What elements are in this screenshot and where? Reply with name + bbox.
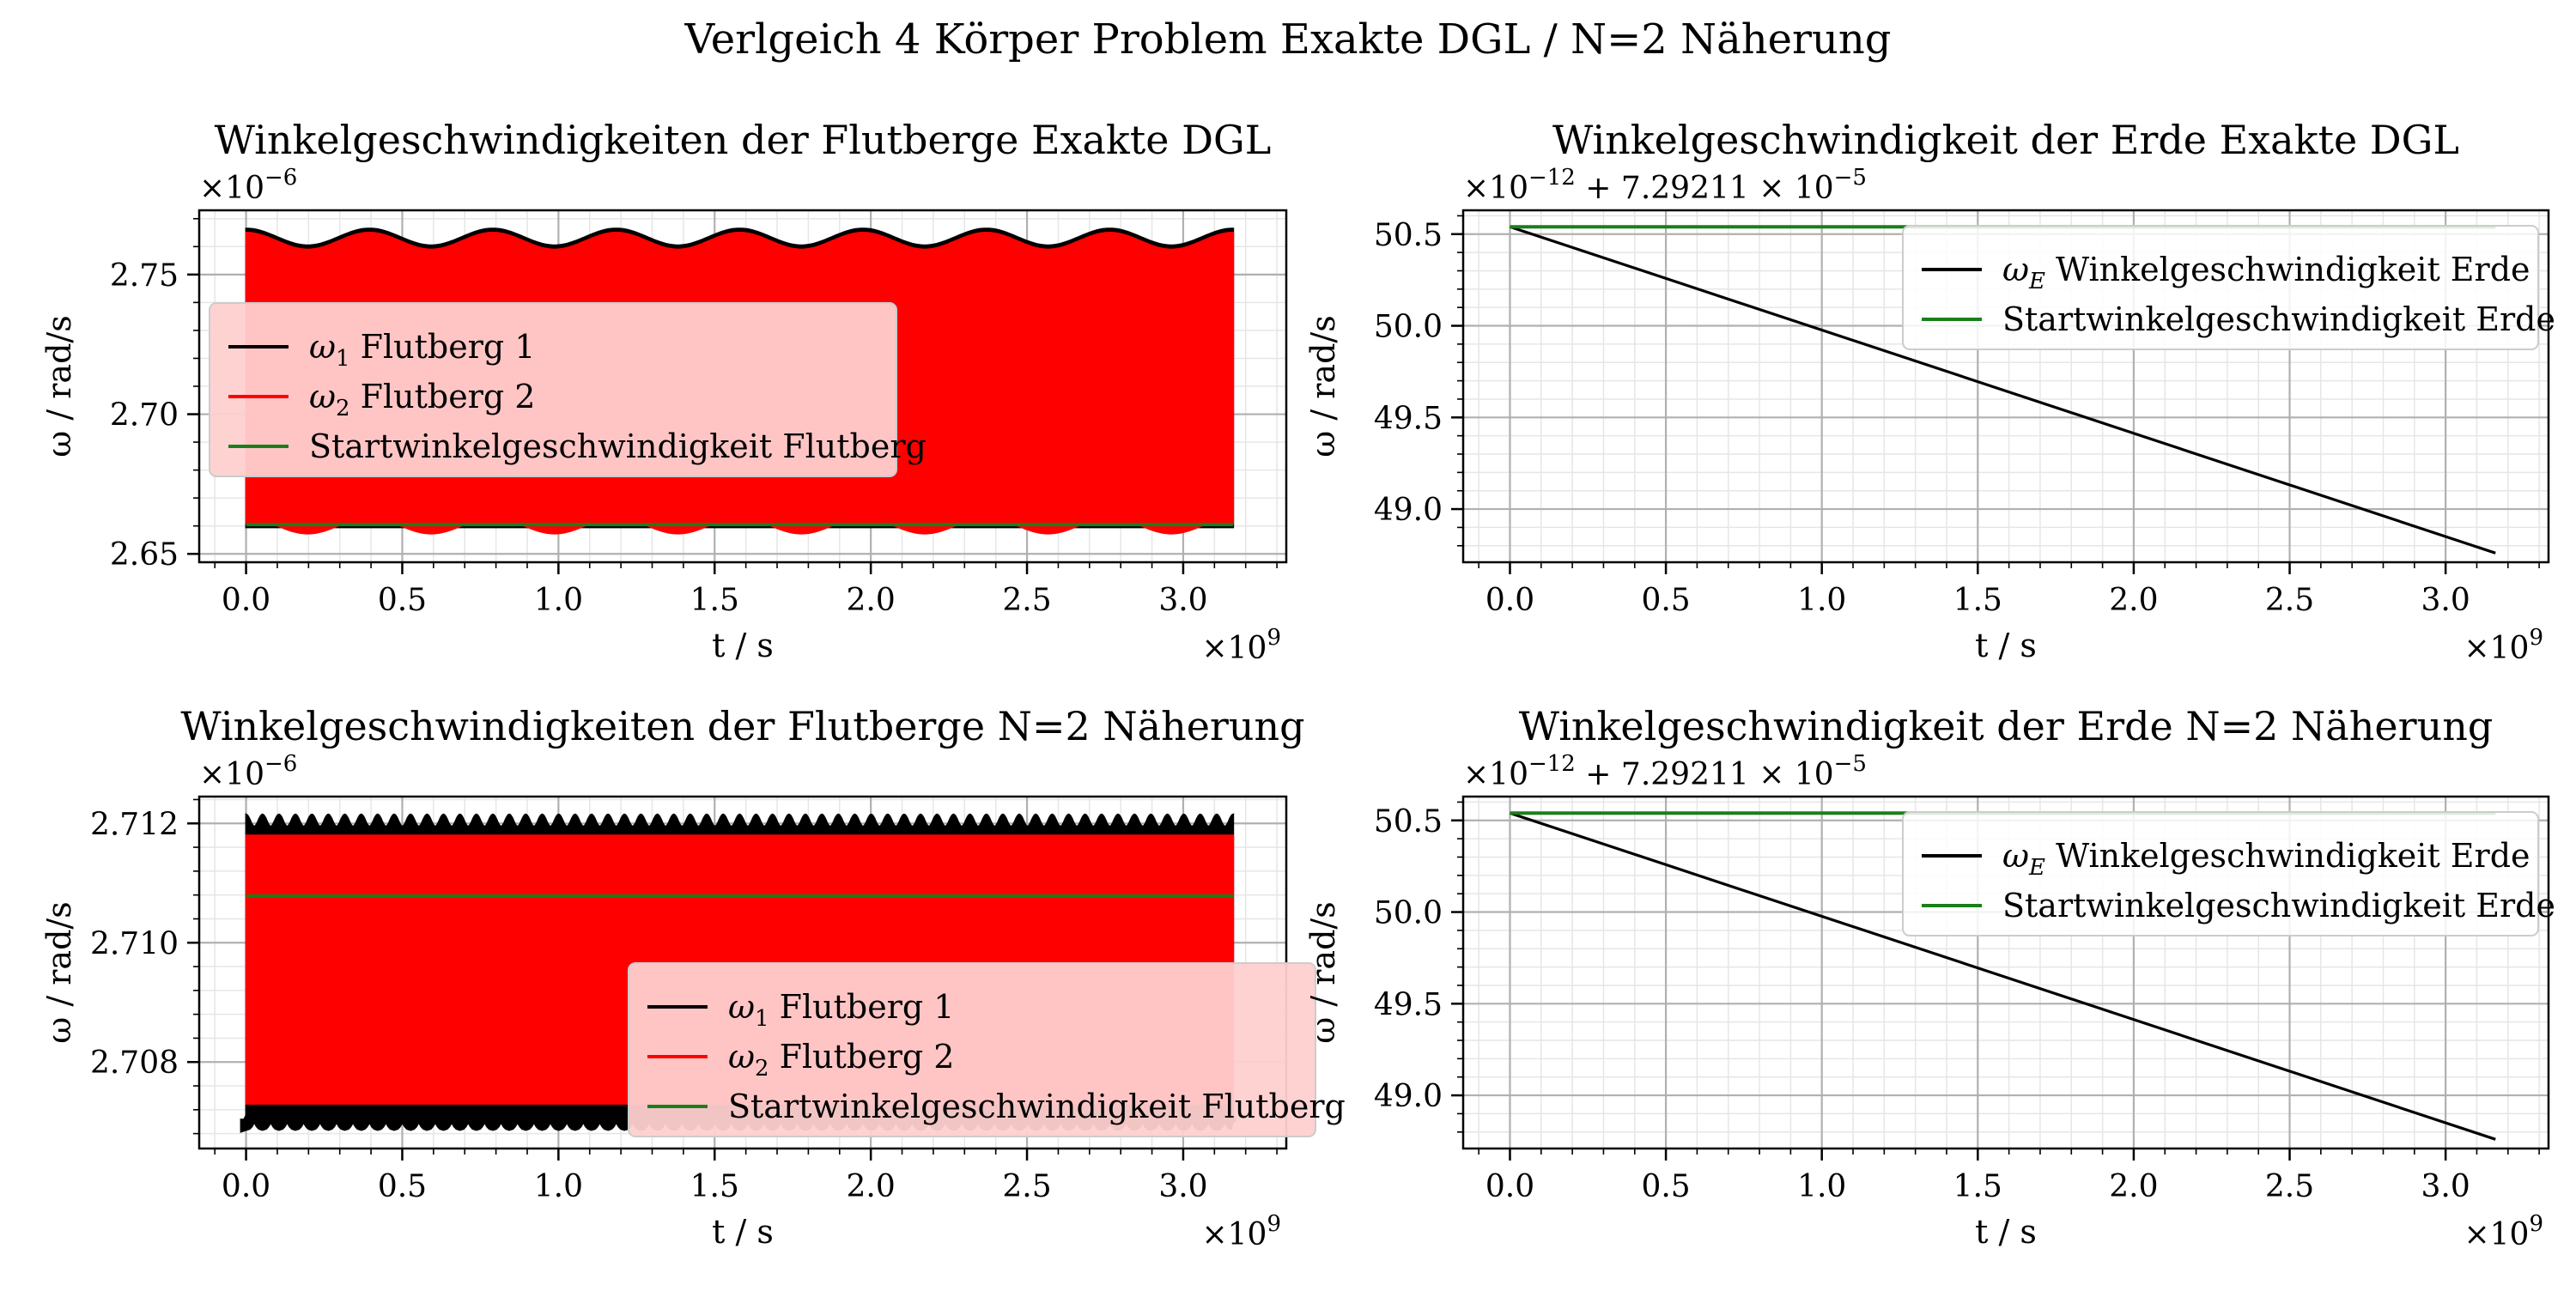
axes-frame — [1461, 209, 2550, 564]
y-tick-label: 49.0 — [1374, 493, 1443, 528]
legend-box — [628, 962, 1316, 1137]
y-tick-label: 50.0 — [1374, 896, 1443, 931]
legend-entry: ω1 Flutberg 1 — [309, 328, 535, 372]
x-tick-label: 3.0 — [2421, 583, 2470, 618]
y-tick-label: 49.5 — [1374, 987, 1443, 1022]
y-axis-label: ω / rad/s — [40, 315, 78, 457]
x-tick-label: 0.0 — [1485, 583, 1534, 618]
legend-entry: Startwinkelgeschwindigkeit Flutberg — [728, 1088, 1346, 1125]
x-tick-label: 1.0 — [1797, 1169, 1846, 1204]
subplot-p2: Winkelgeschwindigkeit der Erde Exakte DG… — [1304, 117, 2555, 666]
x-axis-multiplier: ×109 — [2464, 1211, 2543, 1252]
x-tick-label: 0.5 — [378, 1169, 427, 1204]
y-axis-label: ω / rad/s — [1304, 315, 1342, 457]
y-tick-label: 2.70 — [110, 398, 179, 433]
y-tick-label: 49.0 — [1374, 1079, 1443, 1114]
x-tick-label: 2.5 — [2265, 1169, 2314, 1204]
x-tick-label: 2.0 — [2109, 1169, 2158, 1204]
x-tick-label: 0.0 — [222, 583, 270, 618]
legend-box — [209, 302, 897, 477]
x-axis-multiplier: ×109 — [2464, 625, 2543, 666]
subplot-p4: Winkelgeschwindigkeit der Erde N=2 Näher… — [1304, 703, 2555, 1252]
y-axis-offset: ×10−12 + 7.29211 × 10−5 — [1463, 751, 1867, 792]
x-axis-label: t / s — [712, 1213, 774, 1251]
subplot-p1: Winkelgeschwindigkeiten der Flutberge Ex… — [40, 117, 1288, 666]
y-tick-label: 2.712 — [90, 807, 179, 842]
x-tick-label: 0.5 — [378, 583, 427, 618]
legend-box — [1902, 811, 2539, 936]
figure-title: Verlgeich 4 Körper Problem Exakte DGL / … — [684, 15, 1892, 64]
y-axis-offset: ×10−12 + 7.29211 × 10−5 — [1463, 165, 1867, 206]
legend-entry: Startwinkelgeschwindigkeit Erde — [2002, 300, 2555, 338]
legend: ωE Winkelgeschwindigkeit Erde Startwinkel… — [1902, 225, 2555, 350]
y-tick-label: 2.710 — [90, 926, 179, 961]
subplot-title: Winkelgeschwindigkeiten der Flutberge Ex… — [215, 117, 1272, 163]
y-tick-label: 50.5 — [1374, 218, 1443, 253]
legend: ω1 Flutberg 1 ω2 Flutberg 2 Startwinkelges… — [628, 962, 1346, 1137]
x-tick-label: 3.0 — [2421, 1169, 2470, 1204]
legend-entry: ωE Winkelgeschwindigkeit Erde — [2002, 837, 2530, 881]
x-tick-label: 2.0 — [847, 1169, 896, 1204]
axes-frame — [1461, 795, 2550, 1150]
x-tick-label: 1.5 — [1953, 1169, 2002, 1204]
x-tick-label: 2.5 — [1002, 1169, 1051, 1204]
series-omega-e-line — [1509, 811, 2496, 1141]
x-tick-label: 1.5 — [690, 583, 739, 618]
x-tick-label: 1.5 — [690, 1169, 739, 1204]
subplot-title: Winkelgeschwindigkeit der Erde Exakte DG… — [1552, 117, 2459, 163]
subplot-title: Winkelgeschwindigkeiten der Flutberge N=… — [180, 703, 1304, 749]
legend-entry: ωE Winkelgeschwindigkeit Erde — [2002, 251, 2530, 294]
x-axis-multiplier: ×109 — [1201, 1211, 1281, 1252]
y-tick-label: 50.0 — [1374, 310, 1443, 345]
legend-entry: ω1 Flutberg 1 — [728, 988, 954, 1032]
y-tick-label: 2.65 — [110, 537, 179, 573]
y-tick-label: 2.75 — [110, 258, 179, 294]
x-tick-label: 0.5 — [1641, 583, 1690, 618]
y-tick-label: 49.5 — [1374, 401, 1443, 436]
y-axis-label: ω / rad/s — [1304, 901, 1342, 1043]
x-axis-label: t / s — [1975, 1213, 2037, 1251]
x-tick-label: 2.5 — [2265, 583, 2314, 618]
x-axis-label: t / s — [712, 627, 774, 664]
legend-entry: Startwinkelgeschwindigkeit Flutberg — [309, 427, 927, 465]
x-tick-label: 3.0 — [1158, 583, 1207, 618]
y-tick-label: 2.708 — [90, 1046, 179, 1081]
x-tick-label: 2.5 — [1002, 583, 1051, 618]
legend-entry: Startwinkelgeschwindigkeit Erde — [2002, 887, 2555, 924]
x-tick-label: 2.0 — [847, 583, 896, 618]
y-axis-offset: ×10−6 — [199, 751, 297, 792]
x-tick-label: 0.0 — [222, 1169, 270, 1204]
x-tick-label: 1.0 — [534, 583, 583, 618]
x-tick-label: 1.5 — [1953, 583, 2002, 618]
legend-entry: ω2 Flutberg 2 — [309, 378, 535, 421]
y-axis-label: ω / rad/s — [40, 901, 78, 1043]
x-tick-label: 1.0 — [534, 1169, 583, 1204]
legend: ω1 Flutberg 1 ω2 Flutberg 2 Startwinkelges… — [209, 302, 927, 477]
x-tick-label: 0.0 — [1485, 1169, 1534, 1204]
x-tick-label: 1.0 — [1797, 583, 1846, 618]
subplot-p3: Winkelgeschwindigkeiten der Flutberge N=… — [40, 703, 1346, 1252]
x-tick-label: 0.5 — [1641, 1169, 1690, 1204]
legend: ωE Winkelgeschwindigkeit Erde Startwinkel… — [1902, 811, 2555, 936]
series-omega-e-line — [1509, 225, 2496, 555]
subplot-title: Winkelgeschwindigkeit der Erde N=2 Näher… — [1519, 703, 2494, 749]
x-axis-label: t / s — [1975, 627, 2037, 664]
legend-box — [1902, 225, 2539, 350]
x-tick-label: 3.0 — [1158, 1169, 1207, 1204]
legend-entry: ω2 Flutberg 2 — [728, 1038, 954, 1082]
x-tick-label: 2.0 — [2109, 583, 2158, 618]
y-tick-label: 50.5 — [1374, 804, 1443, 839]
y-axis-offset: ×10−6 — [199, 165, 297, 206]
x-axis-multiplier: ×109 — [1201, 625, 1281, 666]
